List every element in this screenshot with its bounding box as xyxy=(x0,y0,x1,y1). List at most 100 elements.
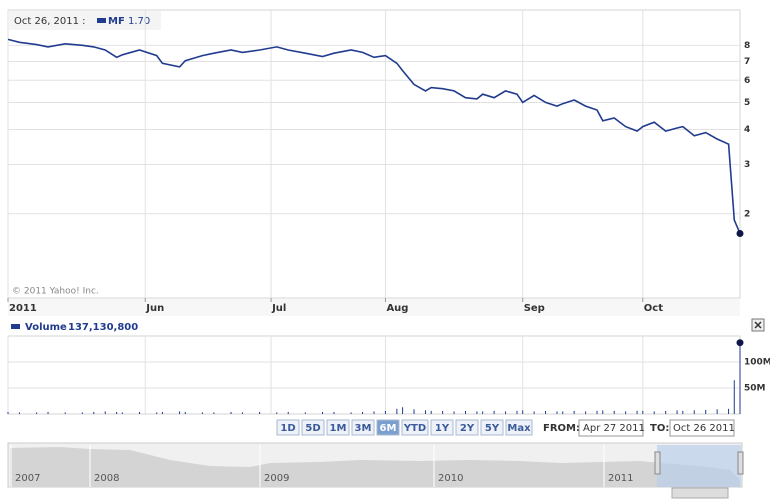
range-button[interactable] xyxy=(401,419,429,436)
x-tick-label: Oct xyxy=(644,303,663,314)
range-button[interactable] xyxy=(301,419,325,436)
volume-bar xyxy=(476,411,478,414)
volume-bar xyxy=(259,411,261,414)
volume-bar xyxy=(482,411,484,414)
legend-value: 1.70 xyxy=(128,16,150,27)
navigator-handle-right[interactable] xyxy=(737,451,744,475)
range-button-label: 1M xyxy=(330,423,347,434)
navigator-year: 2011 xyxy=(608,473,633,484)
volume-bar xyxy=(304,412,306,414)
price-panel xyxy=(7,9,741,299)
from-label: FROM: xyxy=(543,423,580,434)
x-tick-label: Sep xyxy=(524,303,545,314)
volume-bar xyxy=(396,408,398,414)
volume-bar xyxy=(522,410,524,414)
y-tick-label: 6 xyxy=(744,76,750,86)
volume-bar xyxy=(585,411,587,414)
volume-bar xyxy=(241,412,243,414)
volume-bar xyxy=(276,412,278,414)
volume-bar xyxy=(413,409,415,414)
volume-bar xyxy=(161,411,163,414)
volume-panel xyxy=(7,335,741,415)
scrollbar-thumb[interactable] xyxy=(671,487,729,499)
y-tick-label: 2 xyxy=(744,209,750,219)
range-button[interactable] xyxy=(455,419,479,436)
volume-bar xyxy=(402,407,404,414)
range-button[interactable] xyxy=(326,419,350,436)
x-axis-bar xyxy=(8,299,740,316)
x-tick-label: Aug xyxy=(386,303,408,314)
volume-bar xyxy=(596,410,598,414)
header-box xyxy=(9,11,161,30)
close-icon xyxy=(754,321,762,329)
to-input[interactable] xyxy=(669,419,735,437)
volume-bar xyxy=(465,410,466,414)
volume-bar xyxy=(705,409,707,414)
volume-bar xyxy=(642,410,644,414)
volume-bar xyxy=(362,411,364,414)
navigator-handle-left[interactable] xyxy=(654,451,661,475)
navigator-silhouette xyxy=(10,447,740,487)
navigator-year: 2007 xyxy=(15,473,40,484)
range-button[interactable] xyxy=(505,419,533,436)
volume-bar xyxy=(505,411,507,414)
to-label: TO: xyxy=(650,423,669,434)
volume-bar xyxy=(116,411,118,414)
volume-bar xyxy=(18,412,20,414)
navigator-year: 2009 xyxy=(264,473,289,484)
volume-bar xyxy=(516,410,518,414)
volume-bar xyxy=(36,412,38,414)
volume-bar xyxy=(184,411,186,414)
range-button[interactable] xyxy=(480,419,504,436)
from-input[interactable] xyxy=(578,419,644,437)
y-tick-label: 50M xyxy=(744,384,766,394)
y-tick-label: 3 xyxy=(744,160,750,170)
volume-bar xyxy=(493,410,495,414)
volume-bar xyxy=(322,411,324,414)
range-button-label: 5D xyxy=(305,423,320,434)
copyright: © 2011 Yahoo! Inc. xyxy=(12,287,99,297)
y-tick-label: 7 xyxy=(744,57,750,67)
legend-swatch xyxy=(97,18,106,23)
volume-bar xyxy=(533,411,535,414)
volume-bar xyxy=(93,411,95,414)
volume-bar xyxy=(665,410,667,414)
volume-bar xyxy=(733,380,735,414)
volume-bar xyxy=(384,410,386,414)
from-date: Apr 27 2011 xyxy=(583,423,645,434)
volume-bar xyxy=(139,411,141,414)
volume-bar xyxy=(573,410,575,414)
y-tick-label: 4 xyxy=(744,125,750,135)
range-button[interactable] xyxy=(276,419,300,436)
volume-bar xyxy=(430,410,432,414)
volume-bar xyxy=(728,408,730,414)
volume-bar xyxy=(602,410,604,414)
volume-swatch xyxy=(11,324,20,329)
range-button-label: 3M xyxy=(355,423,372,434)
volume-bar xyxy=(545,410,547,414)
volume-bar xyxy=(625,411,627,414)
range-button-label: 2Y xyxy=(460,423,475,434)
volume-bar xyxy=(373,411,375,414)
range-button[interactable] xyxy=(430,419,454,436)
volume-bar xyxy=(636,410,638,414)
volume-bar xyxy=(333,411,335,414)
volume-value: 137,130,800 xyxy=(68,322,138,333)
x-tick-label: Jul xyxy=(271,303,286,314)
volume-bar xyxy=(716,409,718,414)
range-button-label: 6M xyxy=(380,423,397,434)
range-button-label: Max xyxy=(507,423,531,434)
volume-bar xyxy=(682,410,684,414)
range-button[interactable] xyxy=(351,419,375,436)
volume-bar xyxy=(104,411,106,414)
volume-bar xyxy=(556,411,558,414)
range-button-label: 1D xyxy=(280,423,295,434)
y-tick-label: 100M xyxy=(744,358,770,368)
navigator-selection[interactable] xyxy=(657,445,741,487)
range-button[interactable] xyxy=(376,419,400,436)
volume-bar xyxy=(201,412,203,414)
volume-bar xyxy=(453,411,455,414)
y-tick-label: 8 xyxy=(744,41,750,51)
volume-bar xyxy=(287,411,289,414)
